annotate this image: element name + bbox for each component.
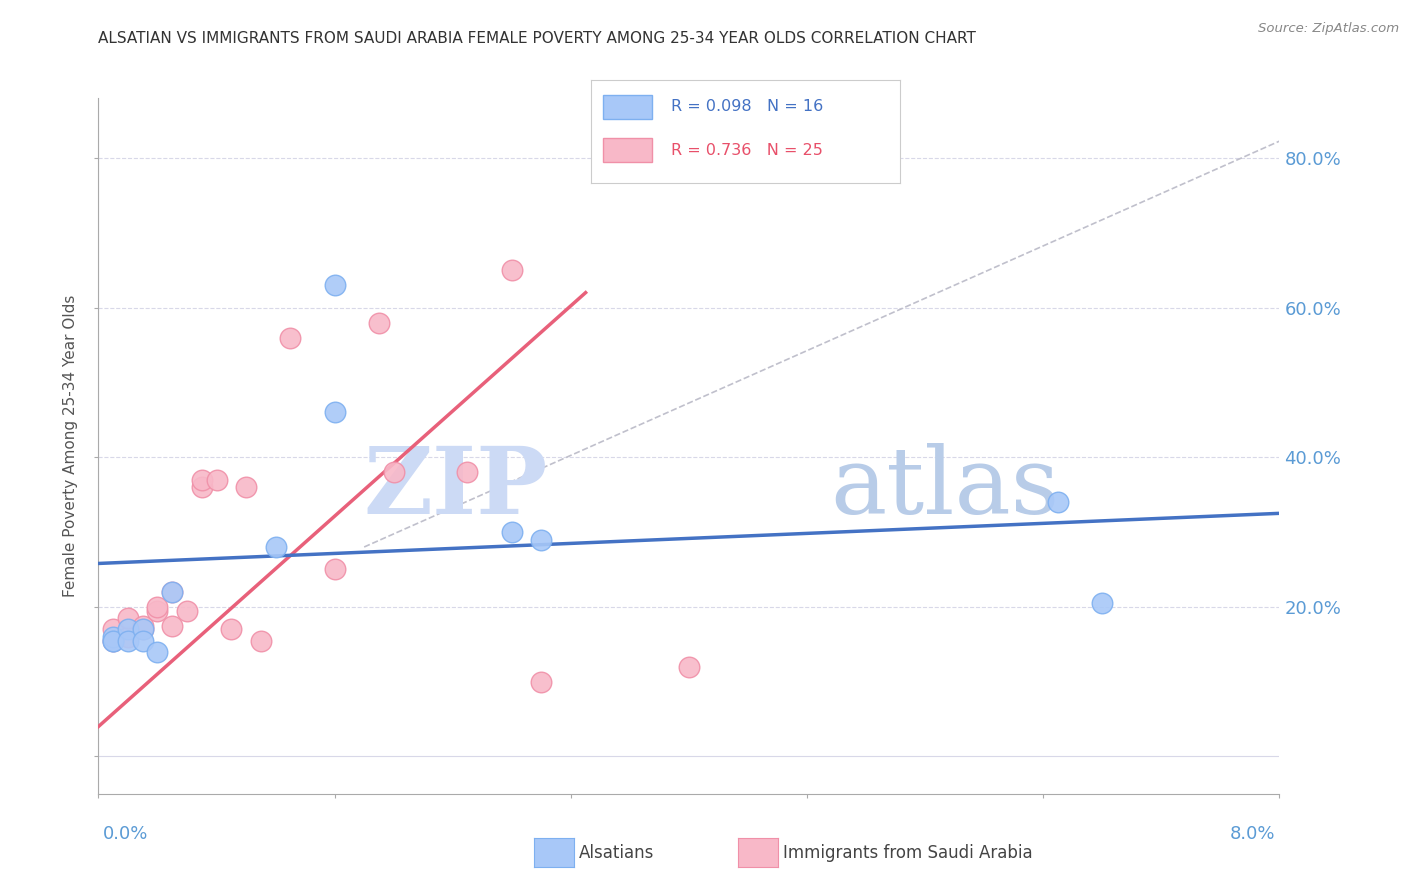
Point: [205, 473, 228, 487]
Point: [323, 562, 346, 576]
FancyBboxPatch shape: [603, 95, 652, 120]
Point: [382, 465, 405, 479]
Text: R = 0.098   N = 16: R = 0.098 N = 16: [671, 99, 823, 114]
Point: [132, 633, 155, 648]
Text: atlas: atlas: [831, 442, 1060, 533]
Point: [162, 585, 183, 599]
Text: 0.0%: 0.0%: [103, 825, 148, 843]
Point: [191, 480, 214, 494]
Point: [323, 405, 346, 419]
Text: Alsatians: Alsatians: [579, 844, 655, 862]
Point: [456, 465, 478, 479]
Point: [250, 633, 273, 648]
Text: ZIP: ZIP: [363, 442, 547, 533]
Point: [235, 480, 257, 494]
Point: [103, 630, 125, 644]
Text: Immigrants from Saudi Arabia: Immigrants from Saudi Arabia: [783, 844, 1033, 862]
Point: [191, 473, 214, 487]
Text: Source: ZipAtlas.com: Source: ZipAtlas.com: [1258, 22, 1399, 36]
Point: [103, 633, 125, 648]
Point: [162, 585, 183, 599]
Point: [264, 540, 287, 554]
Point: [132, 622, 155, 636]
Point: [132, 622, 155, 636]
Point: [146, 645, 169, 659]
Point: [1091, 596, 1114, 610]
Point: [146, 604, 169, 618]
Point: [117, 630, 139, 644]
Point: [219, 622, 242, 636]
Point: [146, 599, 169, 614]
Point: [176, 604, 198, 618]
Point: [323, 278, 346, 293]
Point: [501, 524, 523, 539]
Point: [530, 533, 553, 547]
Point: [162, 618, 183, 632]
Point: [1046, 495, 1069, 509]
Point: [678, 659, 700, 673]
Point: [367, 316, 389, 330]
Point: [103, 633, 125, 648]
Point: [530, 674, 553, 689]
Y-axis label: Female Poverty Among 25-34 Year Olds: Female Poverty Among 25-34 Year Olds: [63, 295, 79, 597]
Point: [117, 633, 139, 648]
Text: R = 0.736   N = 25: R = 0.736 N = 25: [671, 143, 823, 158]
Point: [501, 263, 523, 277]
Point: [103, 622, 125, 636]
Text: ALSATIAN VS IMMIGRANTS FROM SAUDI ARABIA FEMALE POVERTY AMONG 25-34 YEAR OLDS CO: ALSATIAN VS IMMIGRANTS FROM SAUDI ARABIA…: [98, 31, 976, 46]
Point: [132, 618, 155, 632]
Point: [278, 330, 302, 344]
Text: 8.0%: 8.0%: [1230, 825, 1275, 843]
Point: [103, 633, 125, 648]
Point: [117, 611, 139, 625]
FancyBboxPatch shape: [603, 137, 652, 162]
Point: [117, 622, 139, 636]
